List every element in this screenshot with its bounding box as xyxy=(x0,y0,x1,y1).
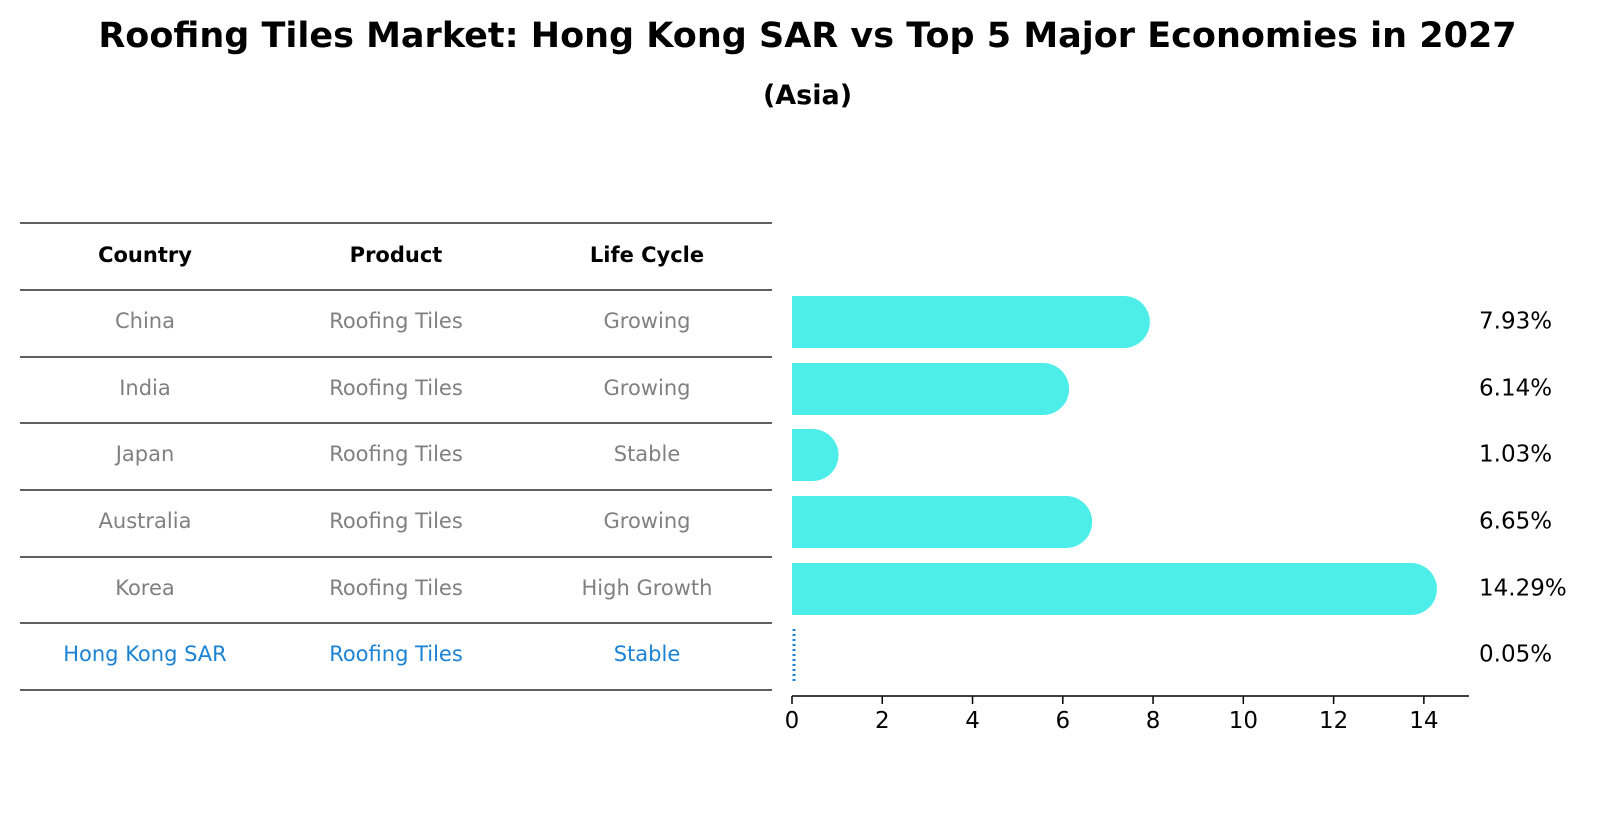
table-cell-life-cycle: Growing xyxy=(604,376,691,400)
chart-subtitle: (Asia) xyxy=(762,80,853,111)
value-label: 0.05% xyxy=(1479,642,1552,668)
x-tick-label: 6 xyxy=(1055,708,1070,734)
x-tick-label: 12 xyxy=(1319,708,1348,734)
x-tick-label: 14 xyxy=(1409,708,1438,734)
table-cell-country: Hong Kong SAR xyxy=(63,642,227,666)
chart-title: Roofing Tiles Market: Hong Kong SAR vs T… xyxy=(98,16,1517,56)
table-cell-product: Roofing Tiles xyxy=(329,642,463,666)
bar-china xyxy=(792,296,1150,348)
table-cell-product: Roofing Tiles xyxy=(329,576,463,600)
value-label: 6.14% xyxy=(1479,376,1552,402)
header-life-cycle: Life Cycle xyxy=(590,243,704,267)
value-label: 7.93% xyxy=(1479,309,1552,335)
table-cell-product: Roofing Tiles xyxy=(329,376,463,400)
table-cell-life-cycle: High Growth xyxy=(582,576,713,600)
table-cell-country: Australia xyxy=(99,509,192,533)
bar-korea xyxy=(792,563,1437,615)
x-tick-label: 4 xyxy=(965,708,980,734)
table-cell-life-cycle: Growing xyxy=(604,509,691,533)
x-tick-label: 8 xyxy=(1146,708,1161,734)
table-cell-life-cycle: Stable xyxy=(614,642,681,666)
table-cell-product: Roofing Tiles xyxy=(329,509,463,533)
value-label: 1.03% xyxy=(1479,442,1552,468)
table-cell-country: China xyxy=(115,309,175,333)
bar-australia xyxy=(792,496,1093,548)
table-cell-product: Roofing Tiles xyxy=(329,442,463,466)
header-product: Product xyxy=(350,243,443,267)
table-cell-country: Japan xyxy=(114,442,175,466)
header-country: Country xyxy=(98,243,192,267)
bar-japan xyxy=(792,429,839,481)
x-tick-label: 0 xyxy=(785,708,800,734)
x-tick-label: 10 xyxy=(1229,708,1258,734)
value-label: 14.29% xyxy=(1479,576,1567,602)
table-cell-country: Korea xyxy=(115,576,175,600)
table-cell-product: Roofing Tiles xyxy=(329,309,463,333)
table-cell-life-cycle: Stable xyxy=(614,442,681,466)
table-cell-country: India xyxy=(119,376,171,400)
bar-india xyxy=(792,363,1070,415)
table-cell-life-cycle: Growing xyxy=(604,309,691,333)
x-tick-label: 2 xyxy=(875,708,890,734)
value-label: 6.65% xyxy=(1479,509,1552,535)
